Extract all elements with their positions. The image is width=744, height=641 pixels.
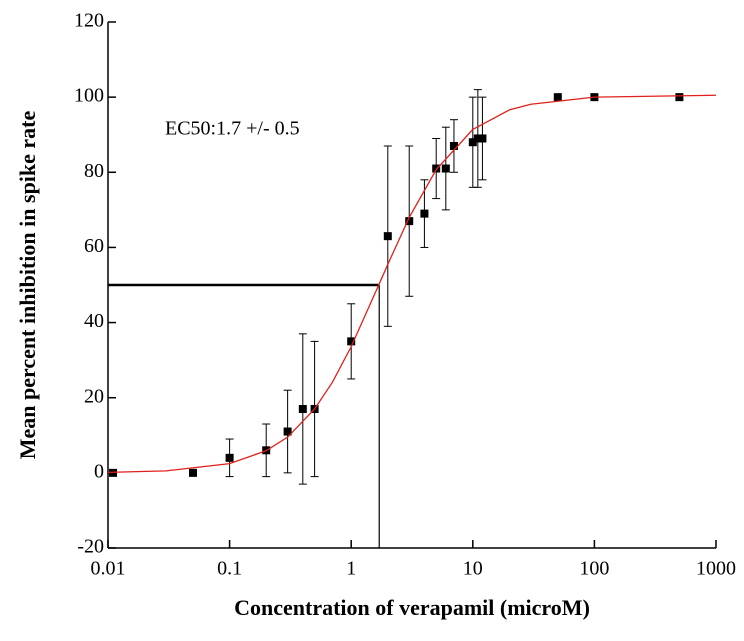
data-point <box>468 138 477 147</box>
y-tick-label: 20 <box>84 385 104 407</box>
y-tick-label: 40 <box>84 310 104 332</box>
y-tick-label: 120 <box>74 10 104 32</box>
data-point <box>675 93 684 102</box>
y-tick-label: -20 <box>77 536 104 558</box>
fit-curve <box>107 94 717 474</box>
data-point <box>347 337 356 346</box>
data-point <box>405 217 414 226</box>
x-tick-label: 100 <box>579 558 609 580</box>
data-point <box>420 209 429 218</box>
x-tick-label: 1 <box>346 558 356 580</box>
data-point <box>478 134 487 143</box>
data-point <box>553 93 562 102</box>
data-point <box>383 232 392 241</box>
x-tick-label: 1000 <box>696 558 736 580</box>
data-point <box>298 404 307 413</box>
x-axis-title: Concentration of verapamil (microM) <box>234 595 590 620</box>
y-axis-title: Mean percent inhibition in spike rate <box>15 110 40 459</box>
y-tick-label: 60 <box>84 235 104 257</box>
data-point <box>432 164 441 173</box>
data-point <box>283 427 292 436</box>
data-point <box>441 164 450 173</box>
data-point <box>225 453 234 462</box>
data-point <box>473 134 482 143</box>
x-tick-label: 10 <box>463 558 483 580</box>
annotation: EC50:1.7 +/- 0.5 <box>165 118 300 140</box>
data-point <box>449 141 458 150</box>
y-tick-label: 80 <box>84 160 104 182</box>
x-tick-label: 0.01 <box>91 558 126 580</box>
x-tick-label: 0.1 <box>217 558 242 580</box>
y-tick-label: 100 <box>74 85 104 107</box>
data-point <box>188 468 197 477</box>
y-tick-label: 0 <box>94 460 104 482</box>
